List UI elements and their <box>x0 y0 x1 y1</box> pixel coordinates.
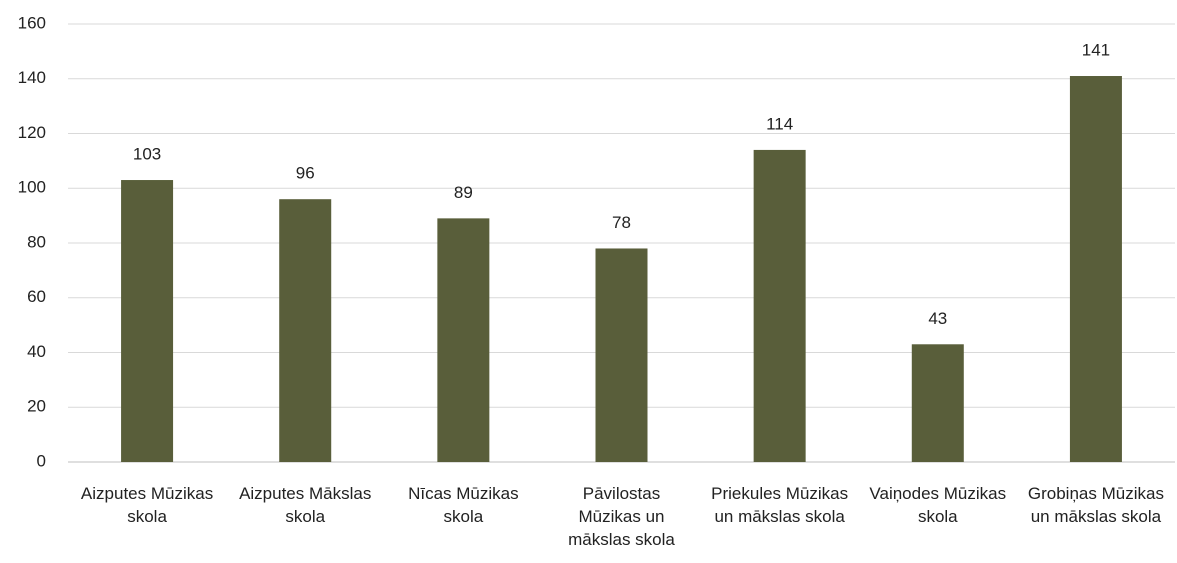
bar <box>753 149 806 463</box>
bar <box>279 199 332 462</box>
bar <box>121 180 174 462</box>
y-tick-label: 120 <box>18 123 46 142</box>
value-label: 78 <box>612 213 631 232</box>
y-tick-label: 80 <box>27 232 46 251</box>
x-tick-label: Aizputes Mūzikas skola <box>80 484 214 526</box>
value-label: 89 <box>454 183 473 202</box>
x-tick-label: Aizputes Mākslas skola <box>239 484 372 526</box>
x-tick-label: Pāvilostas Mūzikas un mākslas skola <box>568 484 675 549</box>
y-tick-label: 160 <box>18 13 46 32</box>
value-label: 96 <box>296 164 315 183</box>
x-tick-label: Nīcas Mūzikas skola <box>408 484 519 526</box>
y-tick-label: 60 <box>27 287 46 306</box>
value-label: 103 <box>133 145 161 164</box>
x-tick-label: Priekules Mūzikas un mākslas skola <box>711 484 849 526</box>
y-tick-label: 0 <box>37 451 46 470</box>
y-tick-label: 140 <box>18 68 46 87</box>
value-label: 141 <box>1082 40 1110 59</box>
x-tick-label: Vaiņodes Mūzikas skola <box>869 484 1007 526</box>
bar <box>437 218 490 462</box>
bar <box>595 248 648 462</box>
value-label: 43 <box>928 309 947 328</box>
bar <box>911 344 964 462</box>
y-tick-label: 20 <box>27 397 46 416</box>
y-tick-label: 40 <box>27 342 46 361</box>
bar <box>1069 76 1122 462</box>
x-tick-label: Grobiņas Mūzikas un mākslas skola <box>1027 484 1164 526</box>
y-tick-label: 100 <box>18 178 46 197</box>
value-label: 114 <box>766 114 793 133</box>
